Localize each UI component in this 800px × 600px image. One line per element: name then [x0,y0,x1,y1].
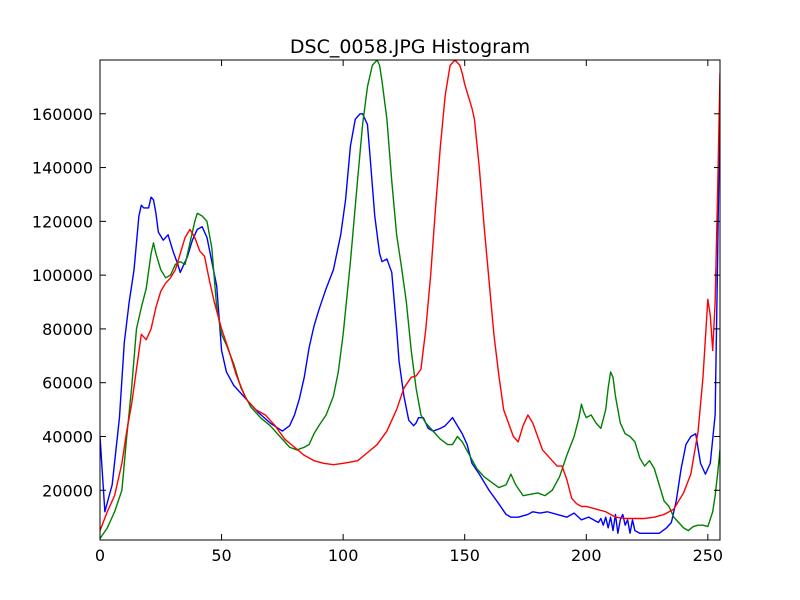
x-tick-label: 50 [211,546,231,565]
chart-title: DSC_0058.JPG Histogram [290,36,530,58]
y-tick-label: 160000 [32,105,93,124]
plot-area: 0 50 100 150 200 250 20000 40000 60000 80000 10000… [32,59,724,565]
y-tick-label: 80000 [42,320,93,339]
series-line-1 [100,60,720,540]
y-tick-label: 140000 [32,159,93,178]
x-tick-label: 250 [693,546,724,565]
y-tick-label: 60000 [42,374,93,393]
x-tick-label: 150 [449,546,480,565]
y-tick-label: 100000 [32,266,93,285]
axes-frame [99,59,721,541]
y-tick-label: 120000 [32,212,93,231]
y-tick-label: 40000 [42,427,93,446]
series-line-2 [100,60,720,531]
series-line-0 [100,86,720,534]
y-tick-label: 20000 [42,481,93,500]
x-tick-label: 0 [95,546,105,565]
x-tick-label: 100 [328,546,359,565]
x-tick-label: 200 [571,546,602,565]
